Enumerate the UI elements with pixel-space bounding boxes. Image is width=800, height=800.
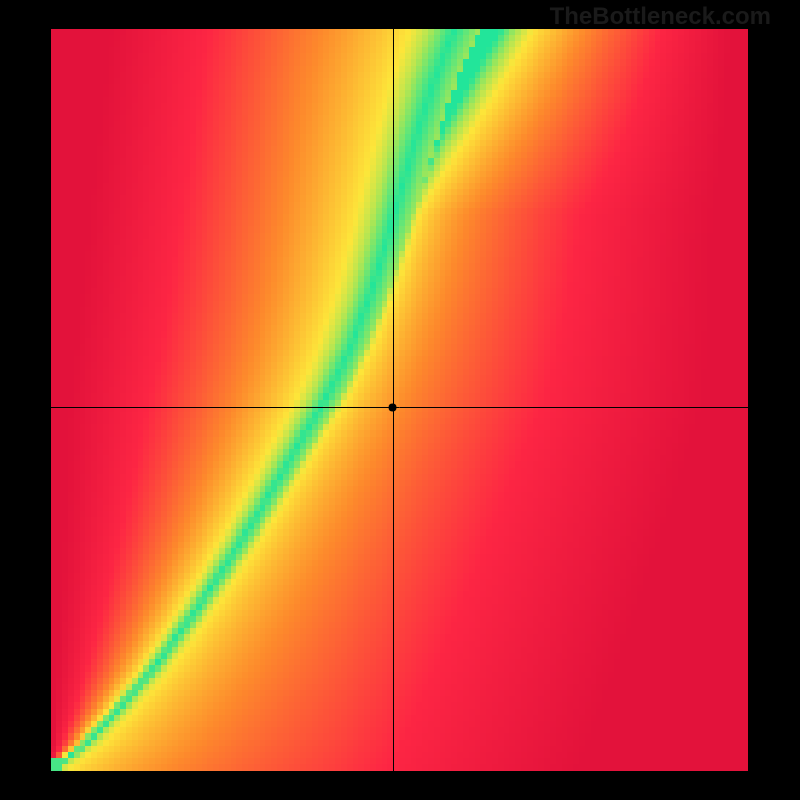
plot-area [51, 29, 748, 771]
chart-frame: TheBottleneck.com [0, 0, 800, 800]
heatmap-canvas [51, 29, 748, 771]
watermark-text: TheBottleneck.com [550, 3, 771, 31]
